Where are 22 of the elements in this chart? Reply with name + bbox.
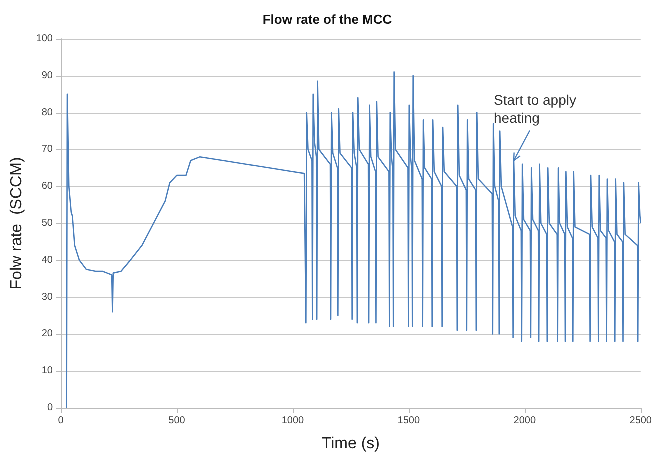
- y-tick-label: 20: [42, 328, 54, 340]
- y-tick-label: 80: [42, 107, 54, 118]
- y-tick-label: 40: [42, 254, 54, 266]
- y-tick-label: 0: [47, 402, 54, 414]
- line-series: [66, 72, 642, 409]
- y-tick-label: 60: [42, 181, 54, 192]
- x-tick-label: 2500: [630, 416, 652, 426]
- y-axis-title: Folw rate (SCCM): [8, 157, 26, 290]
- y-tick-label: 100: [36, 34, 54, 44]
- chart-title: Flow rate of the MCC: [262, 12, 393, 27]
- x-tick-label: 2000: [514, 416, 536, 426]
- y-tick-label: 70: [42, 144, 54, 156]
- annotation: Start to apply heating: [494, 92, 580, 126]
- x-tick-label: 500: [168, 416, 186, 426]
- y-tick-label: 50: [42, 218, 54, 229]
- y-tick-label: 90: [42, 70, 54, 82]
- y-tick-label: 10: [42, 366, 54, 377]
- x-tick-label: 0: [58, 416, 64, 426]
- y-tick-label: 30: [42, 292, 54, 303]
- x-tick-label: 1500: [398, 416, 420, 426]
- x-tick-label: 1000: [282, 416, 305, 426]
- x-axis-title: Time (s): [322, 436, 380, 452]
